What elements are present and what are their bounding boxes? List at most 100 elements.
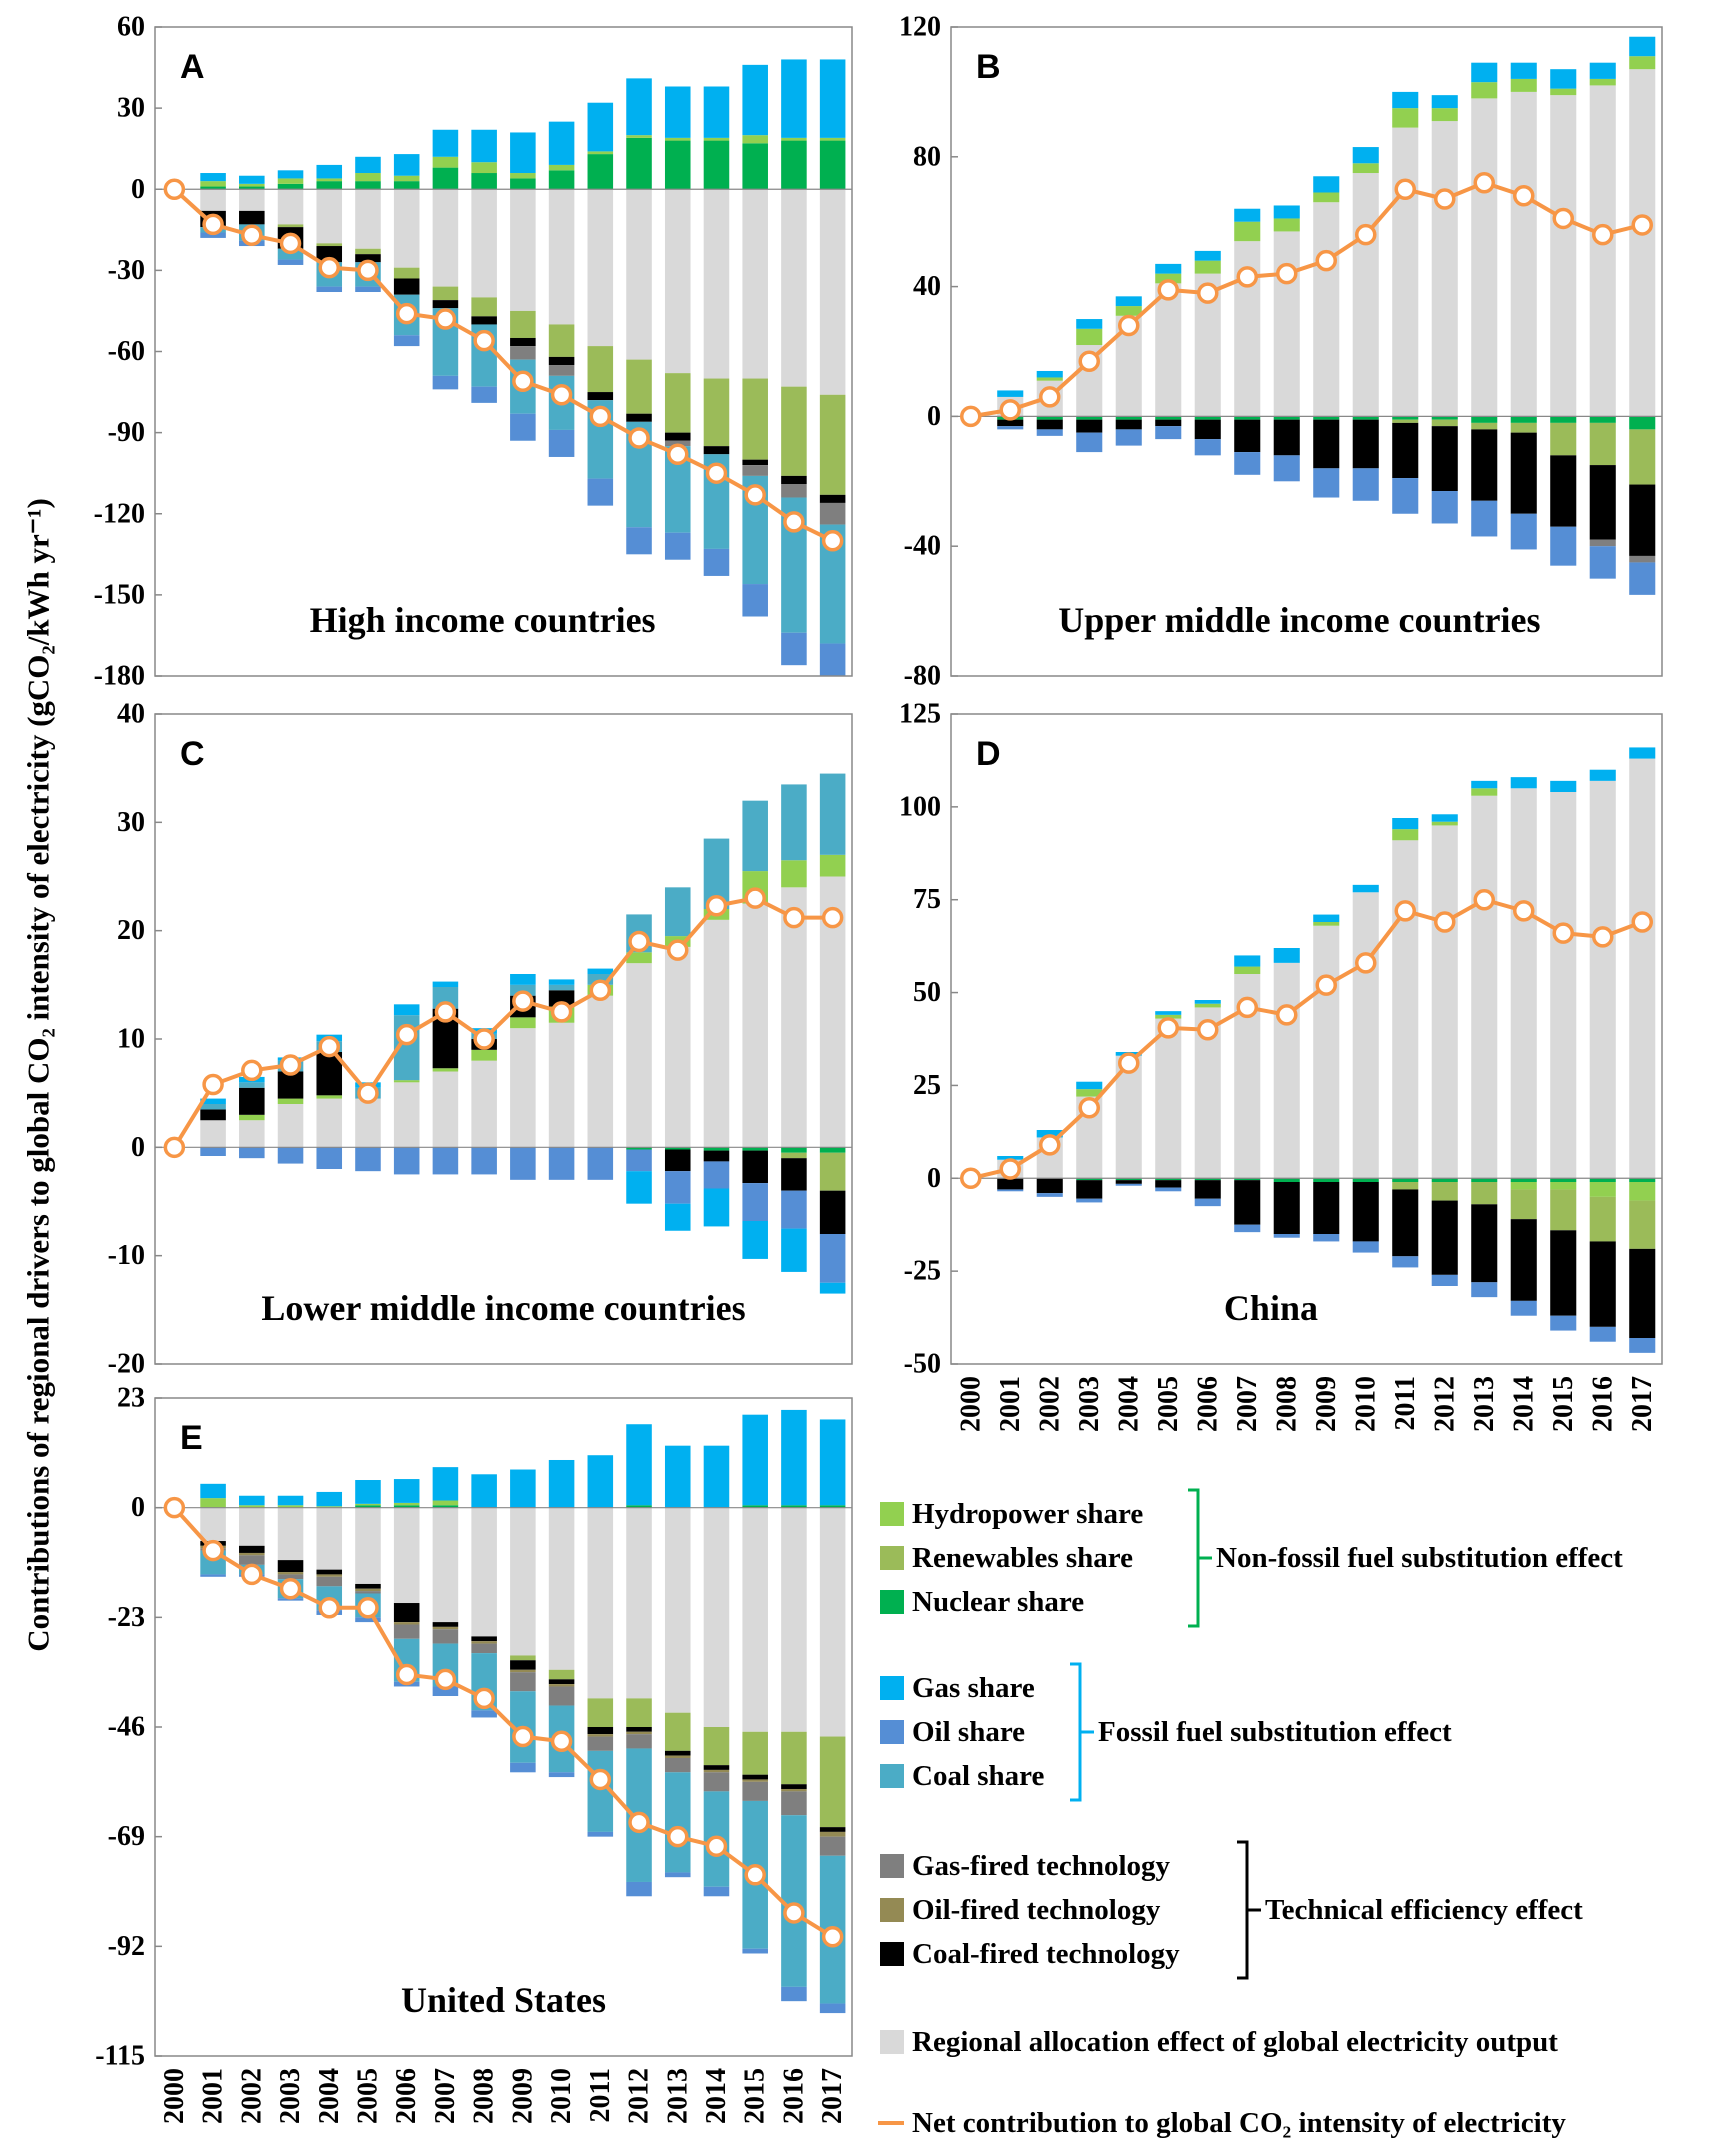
bar-segment — [1510, 1178, 1537, 1182]
bar-segment — [1589, 85, 1616, 417]
bar-segment — [200, 1498, 226, 1508]
bar-segment — [548, 121, 575, 165]
net-marker — [705, 1835, 728, 1857]
net-marker — [667, 1825, 689, 1848]
bar-segment — [548, 170, 575, 190]
bar-segment — [277, 170, 304, 179]
net-marker — [1039, 386, 1061, 408]
bar-segment — [277, 1495, 304, 1506]
legend-label: Net contribution to global CO₂ intensity… — [912, 2107, 1566, 2139]
bar-segment — [1471, 62, 1498, 83]
bar-segment — [471, 1710, 497, 1718]
net-marker — [1473, 172, 1495, 194]
bar-segment — [393, 1622, 420, 1625]
bar-segment — [664, 1203, 691, 1231]
legend-bracket — [1237, 1840, 1261, 1980]
bar-segment — [1471, 788, 1498, 796]
bar-segment — [200, 1120, 226, 1148]
bar-segment — [1589, 465, 1616, 540]
net-marker — [1592, 223, 1614, 246]
bar-segment — [1431, 1200, 1458, 1275]
bar-segment — [1273, 1182, 1300, 1234]
bar-segment — [1036, 1193, 1063, 1197]
bar-segment — [1194, 1000, 1221, 1004]
bar-segment — [548, 189, 575, 325]
bar-segment — [703, 1147, 730, 1151]
bar-segment — [742, 1507, 768, 1732]
bar-segment — [316, 1576, 343, 1587]
bar-segment — [781, 189, 807, 387]
y-tick-label: 0 — [131, 174, 145, 205]
bar-segment — [471, 297, 497, 317]
bar-segment — [548, 1147, 575, 1180]
bar-segment — [1510, 91, 1537, 417]
bar-segment — [1589, 1178, 1616, 1182]
net-marker — [589, 1768, 612, 1791]
net-marker — [473, 329, 495, 352]
bar-segment — [1431, 1274, 1458, 1286]
bar-segment — [432, 156, 459, 168]
bar-segment — [471, 1474, 497, 1508]
bar-segment — [1115, 1055, 1142, 1179]
bar-segment — [664, 1149, 691, 1172]
net-marker — [821, 530, 844, 552]
bar-segment — [664, 1757, 691, 1773]
bar-segment — [1589, 416, 1616, 423]
bar-segment — [626, 1149, 652, 1172]
legend-label: Coal share — [912, 1760, 1045, 1792]
bar-segment — [626, 1731, 652, 1735]
y-tick-label: 40 — [117, 699, 145, 730]
x-tick-label: 2007 — [1232, 1376, 1263, 1432]
bar-segment — [664, 432, 691, 441]
bar-segment — [1471, 795, 1498, 1179]
net-line — [970, 180, 1643, 419]
bar-segment — [1115, 416, 1142, 420]
bar-segment — [1036, 1130, 1063, 1138]
bar-segment — [355, 173, 381, 182]
bar-segment — [432, 1505, 459, 1508]
bar-segment — [703, 919, 730, 1148]
net-marker — [241, 1563, 263, 1586]
bar-segment — [1550, 526, 1577, 566]
net-marker — [1236, 266, 1258, 288]
net-marker — [744, 484, 766, 506]
bar-segment — [1392, 108, 1419, 128]
bar-segment — [277, 1574, 304, 1580]
bar-segment — [432, 286, 459, 301]
bar-segment — [200, 1109, 226, 1121]
bar-segment — [510, 1655, 536, 1661]
bar-segment — [200, 1104, 226, 1110]
bar-segment — [1431, 491, 1458, 524]
bar-segment — [277, 178, 304, 184]
legend-label: Oil-fired technology — [912, 1894, 1161, 1926]
bar-segment — [1510, 1189, 1537, 1220]
bar-segment — [819, 773, 846, 855]
bar-segment — [277, 259, 304, 265]
x-tick-label: 2006 — [391, 2068, 422, 2124]
legend-label: Hydropower share — [912, 1498, 1143, 1530]
bar-segment — [1194, 1003, 1221, 1008]
net-marker — [357, 1082, 379, 1104]
bar-segment — [1155, 1180, 1182, 1188]
x-tick-label: 2005 — [1153, 1376, 1184, 1432]
bar-segment — [355, 181, 381, 190]
bar-segment — [1076, 432, 1103, 453]
bar-segment — [200, 1483, 226, 1499]
bar-segment — [1629, 416, 1656, 430]
bar-segment — [1392, 1182, 1419, 1190]
bar-segment — [1234, 452, 1261, 475]
legend-swatch — [880, 2030, 904, 2054]
bar-segment — [393, 181, 420, 190]
bar-segment — [471, 386, 497, 403]
bar-segment — [239, 1552, 265, 1556]
bar-segment — [1392, 422, 1419, 479]
bar-segment — [1155, 1187, 1182, 1192]
bar-segment — [1589, 78, 1616, 86]
panel-letter: A — [180, 48, 205, 86]
x-tick-label: 2012 — [624, 2068, 655, 2124]
bar-segment — [1273, 962, 1300, 1179]
bar-segment — [1352, 173, 1379, 417]
bar-segment — [316, 1574, 343, 1577]
bar-segment — [819, 189, 846, 395]
bar-segment — [997, 426, 1024, 430]
